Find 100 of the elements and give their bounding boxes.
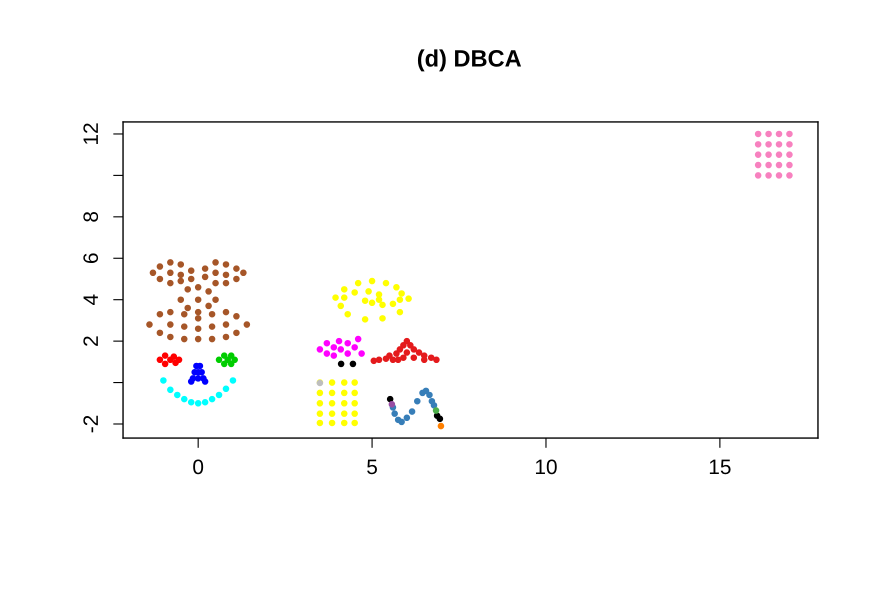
- point: [222, 280, 230, 286]
- y-tick-label: 12: [83, 123, 98, 144]
- point: [230, 377, 236, 384]
- point: [205, 288, 212, 295]
- point: [786, 141, 793, 148]
- point: [324, 350, 330, 357]
- point: [156, 310, 164, 318]
- point: [428, 354, 434, 361]
- point: [394, 356, 402, 364]
- point: [765, 162, 772, 168]
- point: [233, 313, 240, 320]
- point: [776, 162, 782, 168]
- point: [222, 261, 230, 268]
- point: [170, 353, 178, 360]
- point: [167, 386, 174, 394]
- point: [216, 392, 222, 398]
- point: [426, 392, 433, 398]
- point: [316, 346, 324, 353]
- point: [351, 379, 358, 386]
- point: [344, 340, 351, 346]
- point: [754, 162, 762, 168]
- point: [344, 310, 351, 318]
- point: [765, 151, 772, 158]
- point: [405, 295, 412, 302]
- point: [222, 308, 230, 316]
- point: [351, 420, 358, 426]
- point: [379, 315, 386, 322]
- point: [328, 410, 336, 417]
- point: [351, 344, 358, 351]
- point: [316, 390, 324, 396]
- point: [174, 392, 181, 398]
- point: [194, 284, 202, 291]
- point: [188, 276, 194, 282]
- point: [410, 346, 418, 353]
- point: [370, 358, 378, 364]
- point: [433, 356, 440, 364]
- point: [194, 315, 202, 322]
- x-tick-label: 0: [193, 459, 204, 474]
- point: [156, 356, 164, 364]
- point: [404, 414, 410, 422]
- point: [180, 323, 188, 330]
- point: [340, 410, 348, 417]
- point: [338, 360, 344, 368]
- point: [786, 151, 793, 158]
- point: [786, 130, 793, 138]
- point: [382, 280, 390, 286]
- point: [351, 400, 358, 407]
- point: [340, 390, 348, 396]
- y-tick-label: 4: [84, 294, 98, 306]
- point: [222, 272, 230, 278]
- point: [167, 334, 174, 340]
- point: [786, 162, 793, 168]
- point: [202, 274, 208, 280]
- point: [316, 410, 324, 417]
- point: [754, 151, 762, 158]
- point: [368, 278, 376, 284]
- point: [754, 172, 762, 179]
- point: [328, 420, 336, 426]
- point: [316, 400, 324, 407]
- point: [396, 308, 404, 316]
- point: [430, 402, 438, 409]
- point: [220, 352, 228, 359]
- point: [432, 407, 440, 414]
- point: [156, 330, 164, 336]
- point: [178, 278, 184, 284]
- point: [362, 316, 368, 323]
- point: [194, 336, 202, 342]
- point: [338, 346, 344, 353]
- point: [188, 267, 194, 274]
- point: [330, 352, 338, 359]
- point: [396, 296, 404, 303]
- point: [231, 356, 238, 364]
- point: [208, 336, 216, 342]
- point: [776, 172, 782, 179]
- point: [362, 297, 368, 304]
- point: [340, 294, 348, 301]
- point: [376, 296, 382, 303]
- point: [228, 360, 234, 368]
- point: [336, 338, 342, 344]
- point: [404, 338, 410, 344]
- point: [222, 321, 230, 328]
- point: [400, 342, 407, 349]
- point: [167, 321, 174, 328]
- point: [167, 308, 174, 316]
- point: [176, 356, 182, 364]
- point: [202, 378, 208, 385]
- point: [194, 308, 202, 316]
- point: [178, 296, 184, 303]
- point: [180, 310, 188, 318]
- point: [340, 286, 348, 293]
- point: [765, 172, 772, 179]
- y-tick-label: -2: [83, 416, 98, 432]
- y-tick-label: 8: [83, 212, 98, 222]
- point: [379, 302, 386, 308]
- point: [340, 400, 348, 407]
- point: [388, 401, 396, 408]
- chart-title: (d) DBCA: [418, 49, 522, 72]
- point: [368, 300, 376, 306]
- point: [244, 321, 250, 328]
- point: [328, 390, 336, 396]
